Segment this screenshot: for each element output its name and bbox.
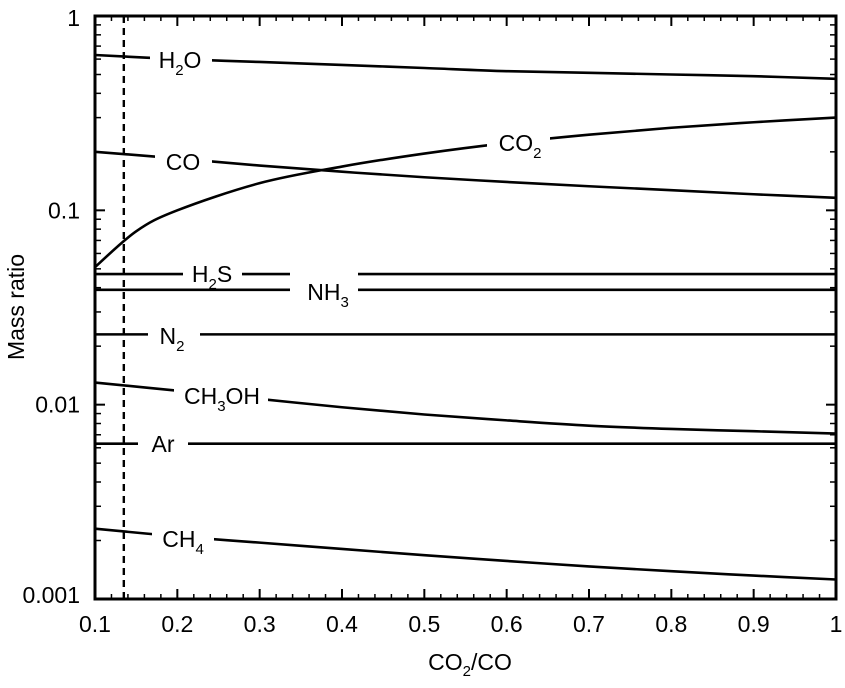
y-tick-label: 0.01: [35, 392, 80, 418]
series-label-main: Ar: [152, 431, 175, 457]
x-tick-label: 0.9: [738, 611, 770, 637]
series-label-subscript: 3: [340, 294, 348, 311]
series-label-rest: S: [217, 261, 232, 287]
x-tick-label: 0.2: [161, 611, 193, 637]
series-label-subscript: 2: [176, 338, 184, 355]
series-label-main: CH: [162, 526, 195, 552]
label-gap-co: [155, 140, 212, 176]
series-label-main: NH: [307, 279, 340, 305]
x-tick-label: 0.4: [326, 611, 358, 637]
series-label-subscript: 4: [195, 541, 203, 558]
series-label-main: CH: [184, 383, 217, 409]
series-label-rest: O: [184, 47, 202, 73]
series-label-main: CO: [499, 130, 534, 156]
series-label-co2: CO2: [499, 130, 542, 162]
series-label-h2s: H2S: [192, 261, 232, 293]
label-gap-h2s: [183, 252, 242, 288]
series-label-n2: N2: [160, 323, 185, 355]
x-tick-label: 0.3: [244, 611, 276, 637]
series-label-main: N: [160, 323, 177, 349]
series-label-ar: Ar: [152, 431, 175, 457]
x-axis-title-subscript: 2: [463, 663, 471, 680]
label-gap-ch4: [152, 517, 214, 553]
label-gap-co2: [487, 121, 550, 157]
series-line-h2o: [94, 53, 837, 81]
y-tick-label: 0.1: [48, 197, 80, 223]
x-tick-label: 0.8: [655, 611, 687, 637]
series-line-ch4: [94, 527, 837, 581]
x-tick-label: 0.7: [573, 611, 605, 637]
plot-frame: [93, 14, 838, 601]
x-tick-label: 0.5: [408, 611, 440, 637]
ticks-layer: 0.1 0.2 0.3 0.4 0.5 0.6 0.7 0.8 0.9 1 0.001 0.01 0.1…: [22, 5, 842, 637]
series-label-subscript: 2: [533, 145, 541, 162]
x-axis-title-rest: /CO: [471, 649, 512, 675]
label-gap-ar: [138, 422, 188, 458]
series-label-ch4: CH4: [162, 526, 204, 558]
x-axis-title: CO2/CO: [428, 649, 512, 680]
x-tick-label: 1: [830, 611, 843, 637]
series-label-subscript: 2: [208, 276, 216, 293]
series-line-co2: [94, 116, 837, 269]
series-label-subscript: 2: [175, 62, 183, 79]
x-axis-title-main: CO: [428, 649, 463, 675]
series-label-main: CO: [166, 149, 201, 175]
series-label-co: CO: [166, 149, 201, 175]
series-layer: [94, 53, 837, 581]
x-tick-label: 0.1: [79, 611, 111, 637]
y-axis-title: Mass ratio: [3, 254, 29, 360]
series-label-h2o: H2O: [159, 47, 202, 79]
series-label-nh3: NH3: [307, 279, 349, 311]
series-label-main: H: [159, 47, 176, 73]
series-label-main: H: [192, 261, 209, 287]
y-tick-label: 0.001: [22, 582, 80, 608]
label-gap-nh3: [290, 270, 358, 306]
series-line-co: [94, 150, 837, 200]
label-gap-h2o: [150, 38, 212, 74]
y-tick-label: 1: [67, 5, 80, 31]
series-label-subscript: 3: [217, 398, 225, 415]
series-label-rest: OH: [226, 383, 261, 409]
label-gap-ch3oh: [174, 374, 268, 410]
x-tick-label: 0.6: [491, 611, 523, 637]
label-gap-n2: [148, 314, 200, 350]
series-label-ch3oh: CH3OH: [184, 383, 260, 415]
